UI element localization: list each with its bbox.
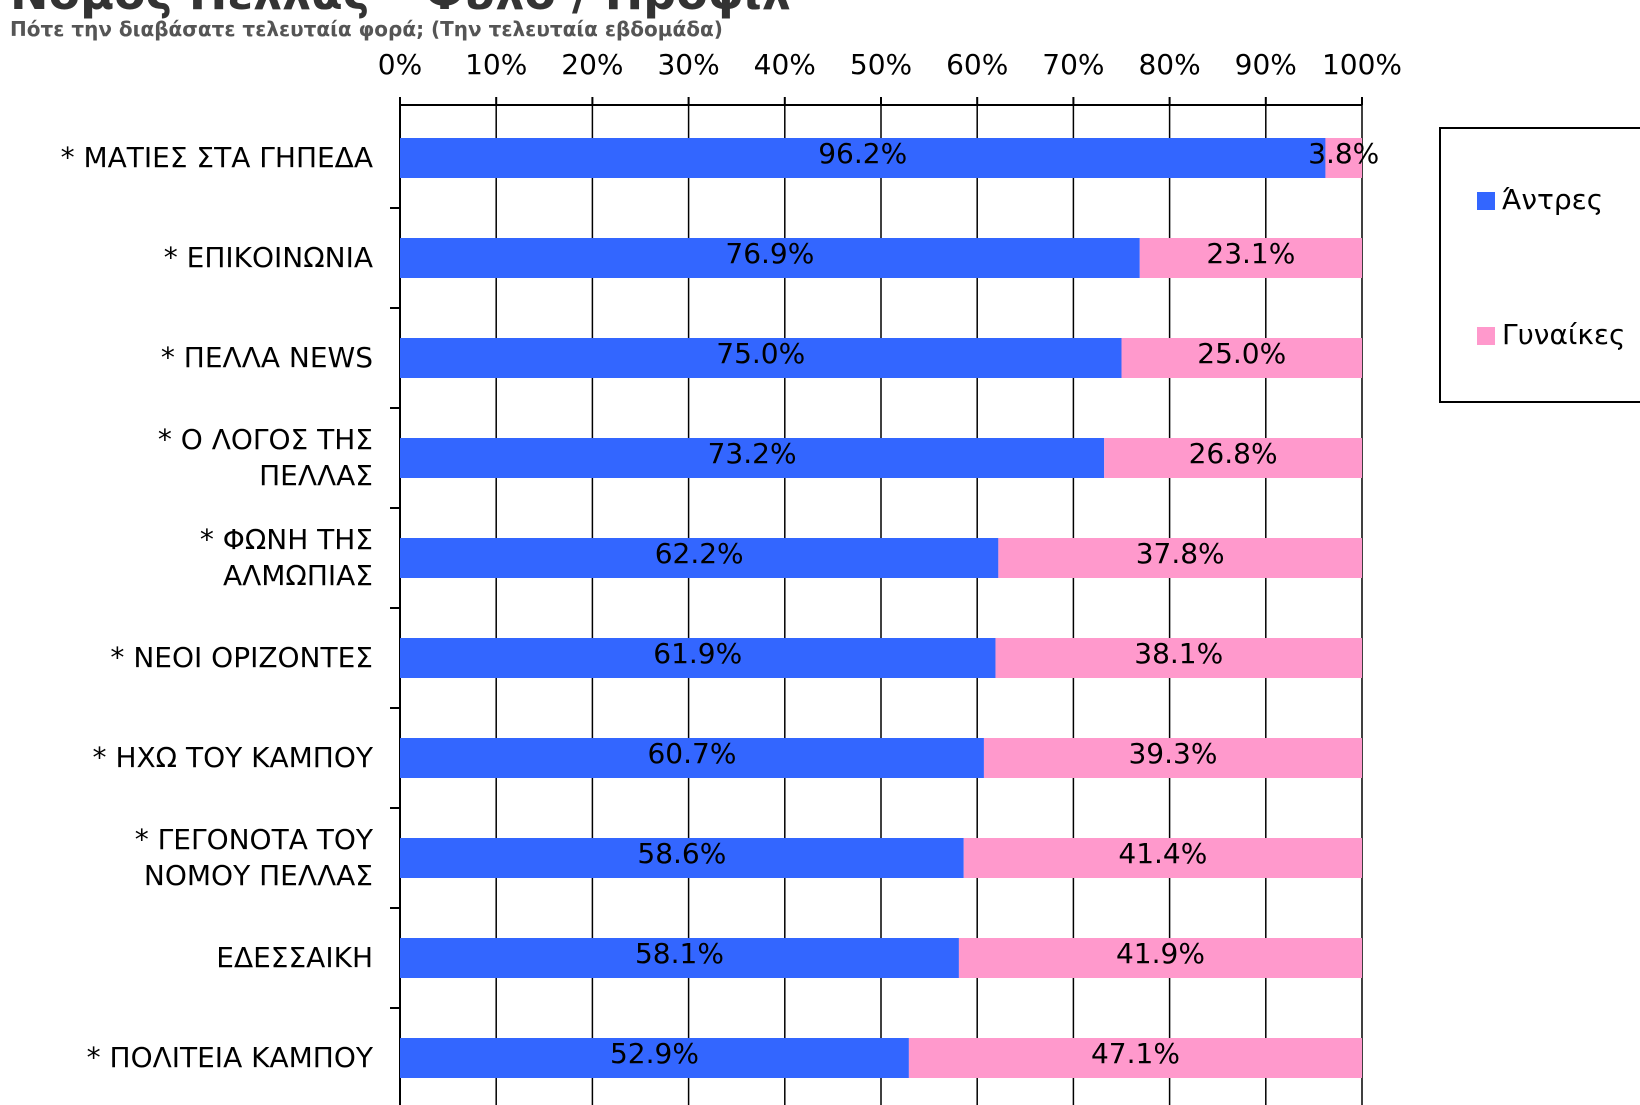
bar: [1104, 438, 1362, 478]
data-label: 62.2%: [655, 537, 744, 570]
data-label: 60.7%: [647, 737, 736, 770]
bar: [400, 538, 999, 578]
bar: [400, 238, 1140, 278]
bar: [998, 538, 1362, 578]
bar: [400, 638, 996, 678]
bar: [400, 138, 1326, 178]
bar: [1139, 238, 1362, 278]
bar: [400, 1038, 909, 1078]
data-label: 75.0%: [716, 337, 805, 370]
data-label: 3.8%: [1308, 137, 1379, 170]
category-label: * ΝΕΟΙ ΟΡΙΖΟΝΤΕΣ: [110, 641, 373, 674]
bar: [958, 938, 1362, 978]
bar: [995, 638, 1362, 678]
category-label: * ΠΟΛΙΤΕΙΑ ΚΑΜΠΟΥ: [86, 1041, 373, 1074]
legend-swatch: [1477, 192, 1495, 210]
bar: [400, 838, 964, 878]
category-label: * ΠΕΛΛΑ NEWS: [160, 341, 373, 374]
bar: [963, 838, 1362, 878]
bar: [908, 1038, 1362, 1078]
chart-subtitle: Πότε την διαβάσατε τελευταία φορά; (Την …: [10, 17, 723, 41]
category-label: * ΓΕΓΟΝΟΤΑ ΤΟΥ ΝΟΜΟΥ ΠΕΛΛΑΣ: [134, 823, 373, 892]
data-label: 58.6%: [637, 837, 726, 870]
data-label: 73.2%: [708, 437, 797, 470]
bar: [400, 438, 1105, 478]
chart-title: Νομός Πέλλας – Φύλο / Προφίλ: [10, 0, 791, 20]
bar: [1325, 138, 1362, 178]
x-tick-label: 40%: [754, 48, 816, 81]
x-tick-label: 10%: [465, 48, 527, 81]
bar: [400, 338, 1122, 378]
x-tick-label: 50%: [850, 48, 912, 81]
data-label: 61.9%: [653, 637, 742, 670]
data-label: 25.0%: [1197, 337, 1286, 370]
data-label: 23.1%: [1206, 237, 1295, 270]
data-label: 41.9%: [1116, 937, 1205, 970]
data-label: 47.1%: [1091, 1037, 1180, 1070]
legend-label: Γυναίκες: [1502, 318, 1625, 351]
category-label: * ΗΧΩ ΤΟΥ ΚΑΜΠΟΥ: [92, 741, 373, 774]
category-label: * Ο ΛΟΓΟΣ ΤΗΣ ΠΕΛΛΑΣ: [157, 423, 373, 492]
x-tick-label: 100%: [1322, 48, 1402, 81]
bar: [400, 738, 984, 778]
category-label: * ΕΠΙΚΟΙΝΩΝΙΑ: [163, 241, 373, 274]
data-label: 41.4%: [1118, 837, 1207, 870]
bar: [983, 738, 1362, 778]
data-label: 37.8%: [1136, 537, 1225, 570]
bar: [1121, 338, 1362, 378]
legend-box: [1439, 127, 1640, 403]
bar: [400, 938, 959, 978]
data-label: 52.9%: [610, 1037, 699, 1070]
x-tick-label: 30%: [657, 48, 719, 81]
category-label: * ΜΑΤΙΕΣ ΣΤΑ ΓΗΠΕΔΑ: [60, 141, 373, 174]
data-label: 76.9%: [725, 237, 814, 270]
x-tick-label: 60%: [946, 48, 1008, 81]
category-label: ΕΔΕΣΣΑΙΚΗ: [216, 941, 373, 974]
x-tick-label: 0%: [378, 48, 422, 81]
x-tick-label: 20%: [561, 48, 623, 81]
x-tick-label: 70%: [1042, 48, 1104, 81]
data-label: 58.1%: [635, 937, 724, 970]
data-label: 96.2%: [818, 137, 907, 170]
legend-label: Άντρες: [1502, 183, 1603, 216]
data-label: 38.1%: [1134, 637, 1223, 670]
x-tick-label: 90%: [1235, 48, 1297, 81]
legend-swatch: [1477, 327, 1495, 345]
data-label: 39.3%: [1128, 737, 1217, 770]
x-tick-label: 80%: [1138, 48, 1200, 81]
category-label: * ΦΩΝΗ ΤΗΣ ΑΛΜΩΠΙΑΣ: [199, 523, 373, 592]
data-label: 26.8%: [1189, 437, 1278, 470]
